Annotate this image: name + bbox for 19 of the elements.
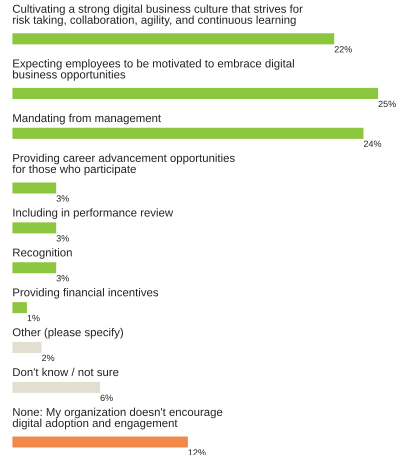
y-tick-label: Recognition <box>13 248 72 259</box>
data-label: 3% <box>56 235 69 242</box>
data-label: 24% <box>364 140 382 147</box>
y-tick-label: Mandating from management <box>13 114 161 124</box>
data-label: 3% <box>56 195 69 202</box>
y-tick-label: None: My organization doesn't encourage digital adoption and engagement <box>12 408 222 430</box>
data-label: 3% <box>56 275 69 282</box>
y-tick-label: Other (please specify) <box>12 328 123 339</box>
data-label: 1% <box>28 314 40 322</box>
data-label: 6% <box>100 394 113 402</box>
data-label: 22% <box>334 46 352 52</box>
y-tick-label: Don't know / not sure <box>13 368 118 376</box>
data-label: 2% <box>42 354 54 362</box>
y-tick-label: Cultivating a strong digital business culture that strives for risk taking, collaboration, agility, and continuous learning <box>12 4 303 26</box>
data-label: 25% <box>378 100 396 108</box>
y-tick-label: Providing financial incentives <box>13 288 158 299</box>
y-tick-label: Including in performance review <box>13 208 174 219</box>
y-tick-label: Providing career advancement opportunities for those who participate <box>12 154 235 176</box>
y-tick-label: Expecting employees to be motivated to embrace digital business opportunities <box>13 59 294 81</box>
